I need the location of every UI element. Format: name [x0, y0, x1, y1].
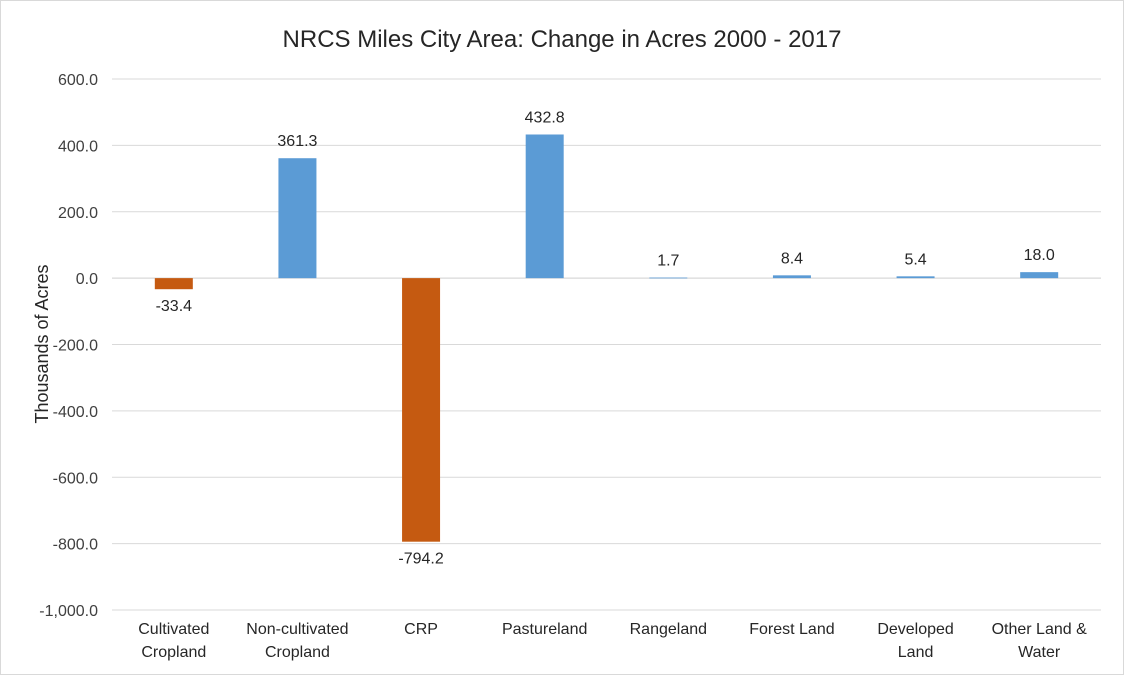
data-label: 361.3	[277, 133, 317, 150]
gridlines	[112, 78, 1101, 611]
bar	[278, 158, 317, 279]
category-labels: Cultivated Cropland Non-cultivated Cropland…	[138, 621, 1087, 661]
category-label: Cropland	[265, 644, 330, 661]
y-tick-label: 600.0	[58, 72, 98, 89]
y-tick-label: -1,000.0	[39, 603, 98, 620]
data-labels: -33.4 361.3 -794.2 432.8 1.7 8.4 5.4 18.0	[156, 109, 1055, 567]
y-tick-label: -800.0	[53, 537, 98, 554]
category-label: Other Land &	[992, 621, 1088, 638]
category-label: Cropland	[141, 644, 206, 661]
data-label: 8.4	[781, 250, 803, 267]
category-label: Water	[1018, 644, 1061, 661]
data-label: 1.7	[657, 253, 679, 270]
category-label: Pastureland	[502, 621, 587, 638]
category-label: CRP	[404, 621, 438, 638]
bar	[154, 278, 193, 290]
bar	[402, 278, 441, 542]
data-label: -33.4	[156, 298, 193, 315]
y-tick-label: 400.0	[58, 138, 98, 155]
y-tick-label: -600.0	[53, 470, 98, 487]
y-tick-label: -400.0	[53, 404, 98, 421]
y-tick-label: 200.0	[58, 205, 98, 222]
bars	[154, 134, 1059, 542]
y-tick-label: 0.0	[76, 271, 98, 288]
data-label: 5.4	[904, 251, 926, 268]
y-axis-ticks: 600.0 400.0 200.0 0.0 -200.0 -400.0 -600.0 -800…	[39, 72, 98, 620]
category-label: Rangeland	[630, 621, 707, 638]
chart-title: NRCS Miles City Area: Change in Acres 20…	[283, 26, 842, 53]
category-label: Cultivated	[138, 621, 209, 638]
y-tick-label: -200.0	[53, 338, 98, 355]
data-label: 432.8	[525, 109, 565, 126]
bar	[649, 277, 688, 279]
bar	[896, 276, 935, 279]
y-axis-title: Thousands of Acres	[32, 264, 52, 423]
data-label: -794.2	[398, 551, 443, 568]
category-label: Developed	[877, 621, 954, 638]
data-label: 18.0	[1024, 247, 1055, 264]
category-label: Non-cultivated	[246, 621, 348, 638]
category-label: Land	[898, 644, 934, 661]
bar	[772, 275, 811, 279]
category-label: Forest Land	[749, 621, 834, 638]
bar	[1020, 272, 1059, 279]
bar	[525, 134, 564, 279]
